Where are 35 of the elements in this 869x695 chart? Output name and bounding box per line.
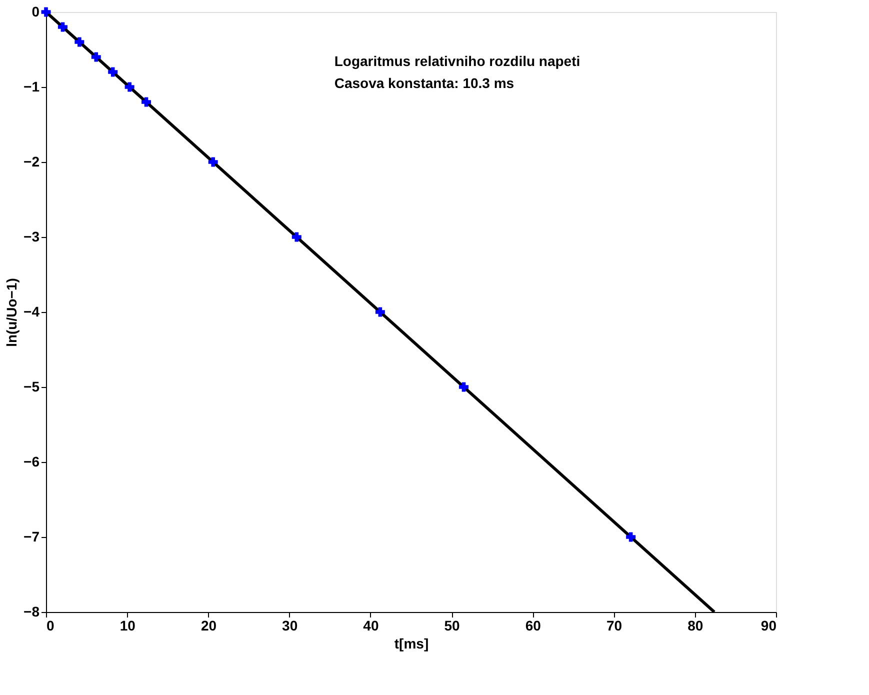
x-axis-title: t[ms] (394, 636, 429, 652)
y-axis-title: ln(u/Uo−1) (4, 278, 20, 347)
y-tick-label: −4 (24, 304, 40, 320)
x-tick-label: 30 (282, 618, 298, 634)
point (208, 157, 218, 167)
x-tick-label: 70 (606, 618, 622, 634)
point (91, 52, 101, 62)
y-tick-label: −6 (24, 454, 40, 470)
point (74, 37, 84, 47)
y-tick-label: −7 (24, 528, 40, 544)
y-tick-label: 0 (32, 4, 40, 20)
x-tick-label: 0 (46, 618, 54, 634)
point (124, 82, 134, 92)
y-tick-label: −8 (24, 604, 40, 620)
point (142, 97, 151, 107)
x-tick-label: 50 (444, 618, 460, 634)
x-tick-label: 60 (525, 618, 542, 634)
point (41, 7, 51, 17)
y-tick-label: −1 (24, 78, 40, 94)
point (375, 307, 385, 317)
y-tick-label: −5 (24, 378, 40, 394)
x-tick-label: 40 (363, 618, 379, 634)
x-tick-label: 20 (200, 618, 217, 634)
point (108, 67, 118, 77)
x-tick-label: 90 (760, 618, 777, 634)
annotation: Logaritmus relativniho rozdilu napeti (334, 53, 580, 69)
annotation: Casova konstanta: 10.3 ms (334, 75, 514, 91)
point (292, 232, 302, 242)
y-tick-label: −3 (24, 228, 40, 244)
point (626, 532, 636, 542)
x-tick-label: 10 (120, 618, 136, 634)
point (458, 382, 468, 392)
y-tick-label: −2 (24, 154, 40, 170)
point (58, 22, 68, 32)
x-tick-label: 80 (688, 618, 704, 634)
